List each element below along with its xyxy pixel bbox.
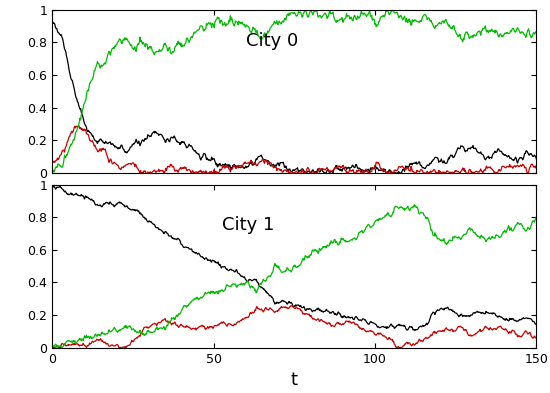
- Text: City 0: City 0: [246, 32, 298, 50]
- Text: City 1: City 1: [222, 216, 274, 234]
- X-axis label: t: t: [291, 371, 298, 389]
